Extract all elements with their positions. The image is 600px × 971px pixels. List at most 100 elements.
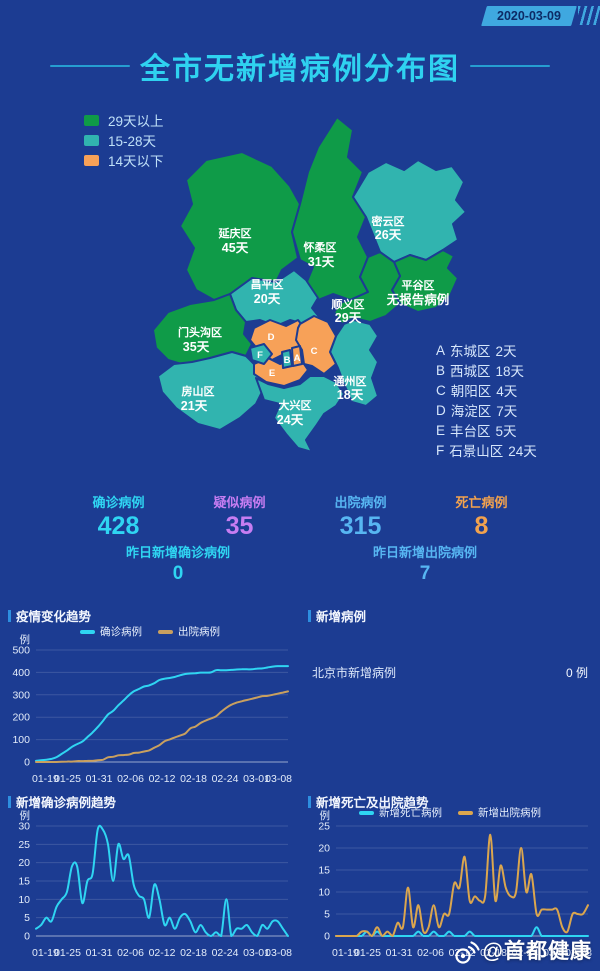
watermark-text: @首都健康 — [482, 940, 592, 963]
svg-text:02-18: 02-18 — [180, 947, 207, 959]
new-cases-row: 北京市新增病例 0 例 — [312, 664, 588, 681]
item-name: 石景山区 — [449, 444, 504, 459]
district-tongzhou — [329, 319, 379, 407]
section-title-new-confirmed: 新增确诊病例趋势 — [8, 792, 116, 811]
svg-text:10: 10 — [318, 887, 330, 899]
days-fangshan: 21天 — [181, 399, 208, 413]
legend-item: 新增死亡病例 — [359, 805, 442, 820]
item-name: 丰台区 — [450, 424, 491, 439]
letter-fengtai: E — [269, 368, 275, 379]
svg-text:02-06: 02-06 — [417, 947, 444, 959]
legend-label: 确诊病例 — [100, 626, 142, 638]
legend-label: 14天以下 — [108, 154, 164, 169]
svg-text:500: 500 — [12, 645, 30, 657]
item-days: 2天 — [495, 344, 517, 359]
title-bar-decoration — [8, 609, 11, 622]
confirmed-line-swatch — [80, 629, 95, 634]
list-item: E 丰台区 5天 — [436, 420, 537, 440]
svg-text:01-19: 01-19 — [32, 773, 59, 785]
days-miyun: 26天 — [375, 228, 402, 242]
stat-value: 8 — [474, 512, 489, 540]
stat-discharged: 出院病例 315 — [300, 492, 421, 541]
days-mentougou: 35天 — [183, 340, 210, 354]
svg-text:02-12: 02-12 — [149, 947, 176, 959]
orange-swatch — [84, 154, 99, 166]
title-row: 全市无新增病例分布图 — [0, 44, 600, 88]
letter-dongcheng: A — [294, 353, 301, 364]
item-letter: A — [436, 342, 446, 358]
svg-text:01-25: 01-25 — [354, 947, 381, 959]
section-title-text: 新增死亡及出院趋势 — [316, 796, 429, 810]
svg-text:03-08: 03-08 — [265, 947, 292, 959]
svg-text:300: 300 — [12, 689, 30, 701]
stats-row: 确诊病例 428 疑似病例 35 出院病例 315 死亡病例 8 — [58, 492, 542, 541]
stat-label: 疑似病例 — [213, 495, 266, 510]
svg-text:例: 例 — [20, 633, 31, 646]
svg-text:01-31: 01-31 — [386, 947, 413, 959]
stat-value: 0 — [172, 563, 184, 584]
item-letter: D — [436, 402, 446, 418]
item-name: 海淀区 — [450, 404, 492, 419]
page-title: 全市无新增病例分布图 — [140, 53, 460, 86]
stat-deaths: 死亡病例 8 — [421, 492, 542, 541]
svg-text:0: 0 — [24, 931, 30, 943]
legend-label: 新增死亡病例 — [379, 807, 442, 819]
teal-swatch — [84, 134, 99, 146]
svg-text:01-19: 01-19 — [332, 947, 359, 959]
svg-text:01-31: 01-31 — [86, 947, 113, 959]
days-tongzhou: 18天 — [337, 388, 364, 402]
svg-text:02-24: 02-24 — [212, 947, 239, 959]
map-legend: 29天以上 15-28天 14天以下 — [84, 110, 164, 170]
svg-text:03-01: 03-01 — [243, 773, 270, 785]
svg-text:0: 0 — [324, 931, 330, 943]
svg-text:02-18: 02-18 — [480, 947, 507, 959]
svg-text:15: 15 — [18, 876, 30, 888]
svg-text:03-01: 03-01 — [543, 947, 570, 959]
label-fangshan: 房山区 — [182, 384, 215, 398]
stat-new-discharged: 昨日新增出院病例 7 — [315, 542, 535, 585]
section-title-trend: 疫情变化趋势 — [8, 606, 91, 625]
green-swatch — [84, 114, 99, 126]
section-title-text: 新增确诊病例趋势 — [16, 796, 117, 810]
title-right-line — [470, 65, 550, 67]
new-cases-value: 0 例 — [565, 666, 588, 680]
svg-text:25: 25 — [18, 839, 30, 851]
district-shunyi — [333, 251, 401, 325]
item-days: 5天 — [495, 424, 517, 439]
district-chaoyang — [295, 315, 337, 375]
label-pinggu: 平谷区 — [402, 278, 435, 292]
letter-haidian: D — [268, 332, 275, 343]
svg-text:02-24: 02-24 — [212, 773, 239, 785]
title-bar-decoration — [308, 795, 311, 808]
stat-value: 35 — [225, 512, 254, 540]
item-name: 朝阳区 — [450, 384, 492, 399]
date-text: 2020-03-09 — [497, 9, 561, 23]
stat-label: 昨日新增出院病例 — [372, 545, 477, 560]
letter-chaoyang: C — [311, 346, 318, 357]
days-yanqing: 45天 — [222, 241, 249, 255]
date-badge: 2020-03-09 — [481, 6, 577, 26]
list-item: F 石景山区 24天 — [436, 440, 537, 460]
section-title-text: 疫情变化趋势 — [16, 610, 92, 624]
svg-text:10: 10 — [18, 894, 30, 906]
legend-label: 15-28天 — [108, 134, 157, 149]
list-item: C 朝阳区 4天 — [436, 380, 537, 400]
district-shijingshan — [249, 343, 273, 365]
new-cases-label: 北京市新增病例 — [312, 666, 397, 680]
label-yanqing: 延庆区 — [218, 226, 252, 240]
item-letter: F — [436, 442, 445, 458]
letter-shijingshan: F — [257, 350, 263, 361]
item-letter: B — [436, 362, 446, 378]
svg-text:200: 200 — [12, 712, 30, 724]
item-letter: E — [436, 422, 446, 438]
svg-text:20: 20 — [318, 843, 330, 855]
svg-text:30: 30 — [18, 821, 30, 833]
svg-text:02-06: 02-06 — [117, 947, 144, 959]
svg-text:03-08: 03-08 — [265, 773, 292, 785]
stat-suspected: 疑似病例 35 — [179, 492, 300, 541]
item-days: 24天 — [508, 444, 537, 459]
item-name: 西城区 — [450, 364, 491, 379]
district-dongcheng — [291, 345, 303, 367]
inner-district-list: A 东城区 2天 B 西城区 18天 C 朝阳区 4天 D 海淀区 7天 E 丰… — [436, 340, 537, 460]
